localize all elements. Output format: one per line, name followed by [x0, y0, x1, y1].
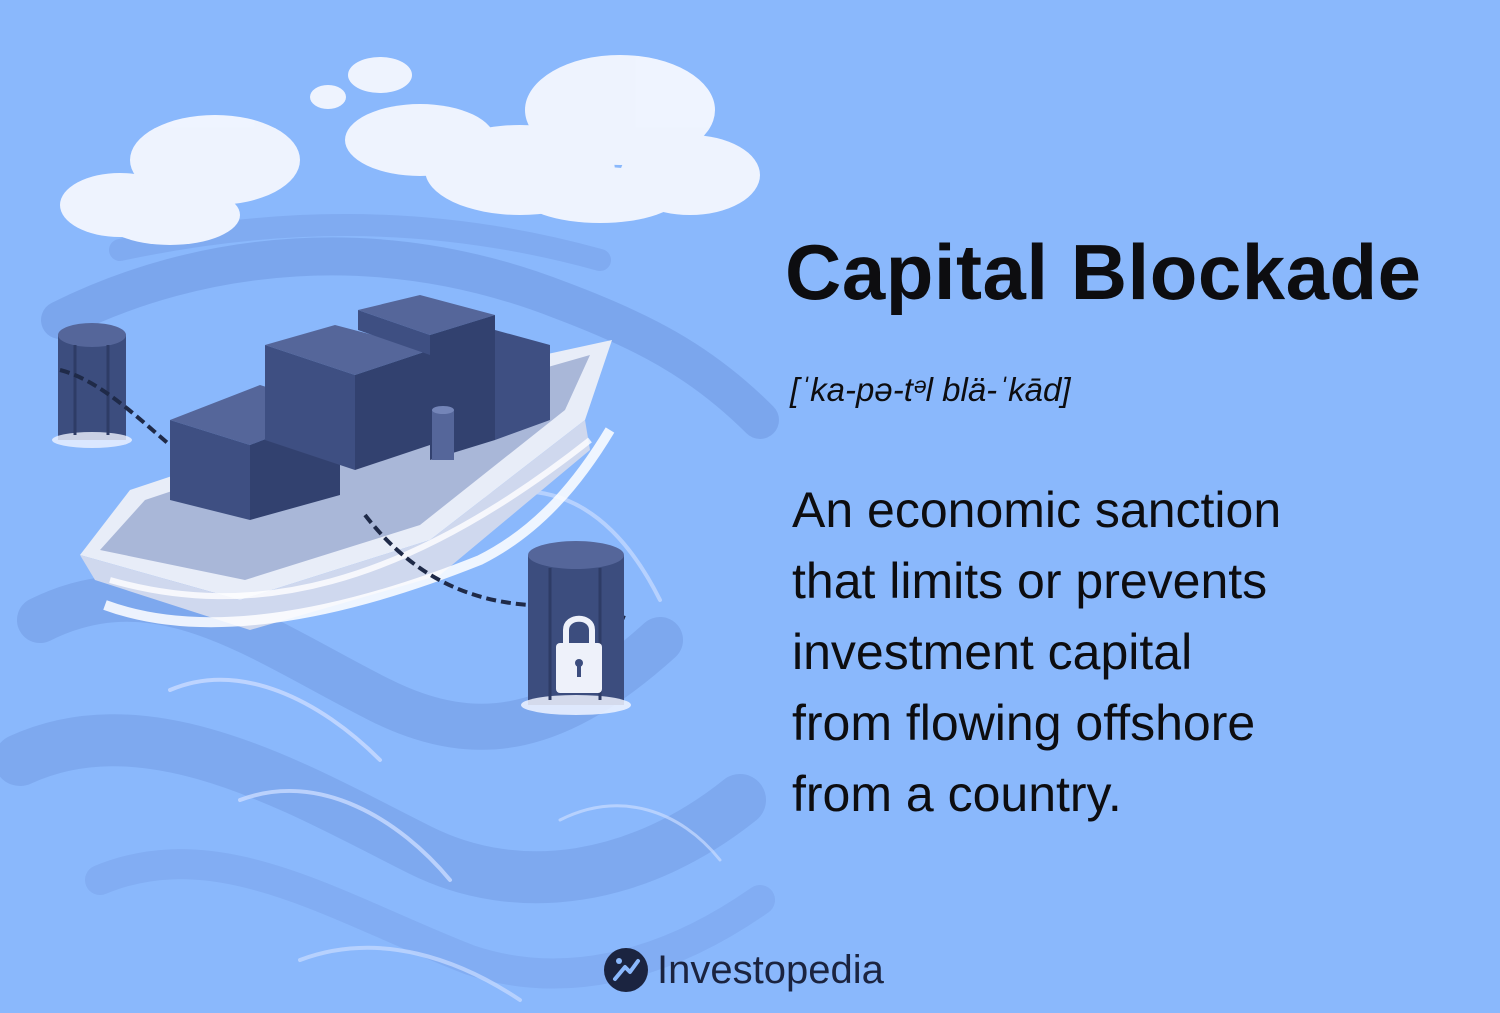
investopedia-logo-icon [604, 948, 648, 992]
definition-line: that limits or prevents [792, 553, 1268, 609]
padlock-icon [556, 615, 602, 693]
term-pronunciation: [ˈka-pə-tᵊl blä-ˈkād] [790, 371, 1071, 408]
left-mooring-post [52, 323, 132, 448]
definition-line: investment capital [792, 624, 1193, 680]
cargo-stacks [170, 295, 550, 520]
definition-line: from a country. [792, 766, 1122, 822]
term-definition: An economic sanction that limits or prev… [792, 475, 1432, 830]
term-title: Capital Blockade [785, 228, 1422, 316]
clouds [60, 55, 760, 245]
definition-line: An economic sanction [792, 482, 1282, 538]
definition-line: from flowing offshore [792, 695, 1256, 751]
water-waves [0, 214, 779, 1002]
brand-name: Investopedia [657, 948, 884, 992]
brand-logo: Investopedia [603, 944, 884, 996]
boat-illustration [0, 55, 779, 1002]
